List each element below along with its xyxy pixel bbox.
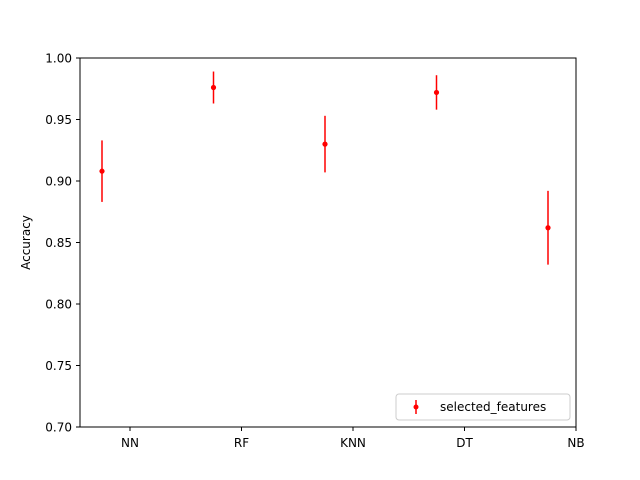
data-point bbox=[545, 225, 551, 231]
data-point bbox=[433, 89, 440, 96]
legend-box bbox=[395, 393, 571, 421]
y-axis-label: Accuracy bbox=[19, 215, 33, 270]
data-point bbox=[210, 84, 217, 91]
legend: selected_features bbox=[395, 393, 571, 421]
data-point bbox=[322, 141, 328, 147]
plot-frame bbox=[79, 57, 577, 428]
y-tick-label: 0.90 bbox=[45, 175, 72, 189]
legend-label: selected_features bbox=[440, 400, 546, 414]
y-tick-label: 0.75 bbox=[45, 359, 72, 373]
x-tick-label: NB bbox=[567, 436, 584, 450]
plot-area bbox=[80, 58, 576, 427]
x-tick-label: DT bbox=[456, 436, 473, 450]
y-tick-label: 1.00 bbox=[45, 52, 72, 66]
data-point bbox=[99, 168, 105, 174]
x-axis: NN RF KNN DT NB bbox=[121, 427, 585, 450]
y-tick-label: 0.95 bbox=[45, 113, 72, 127]
x-tick-label: KNN bbox=[340, 436, 366, 450]
y-tick-label: 0.70 bbox=[45, 421, 72, 435]
series-selected-features bbox=[99, 71, 551, 265]
legend-marker-point bbox=[413, 404, 419, 410]
y-axis: 0.70 0.75 0.80 0.85 0.90 0.95 1.00 bbox=[45, 52, 80, 435]
y-tick-label: 0.80 bbox=[45, 298, 72, 312]
x-tick-label: NN bbox=[121, 436, 139, 450]
x-tick-label: RF bbox=[234, 436, 249, 450]
y-tick-label: 0.85 bbox=[45, 236, 72, 250]
